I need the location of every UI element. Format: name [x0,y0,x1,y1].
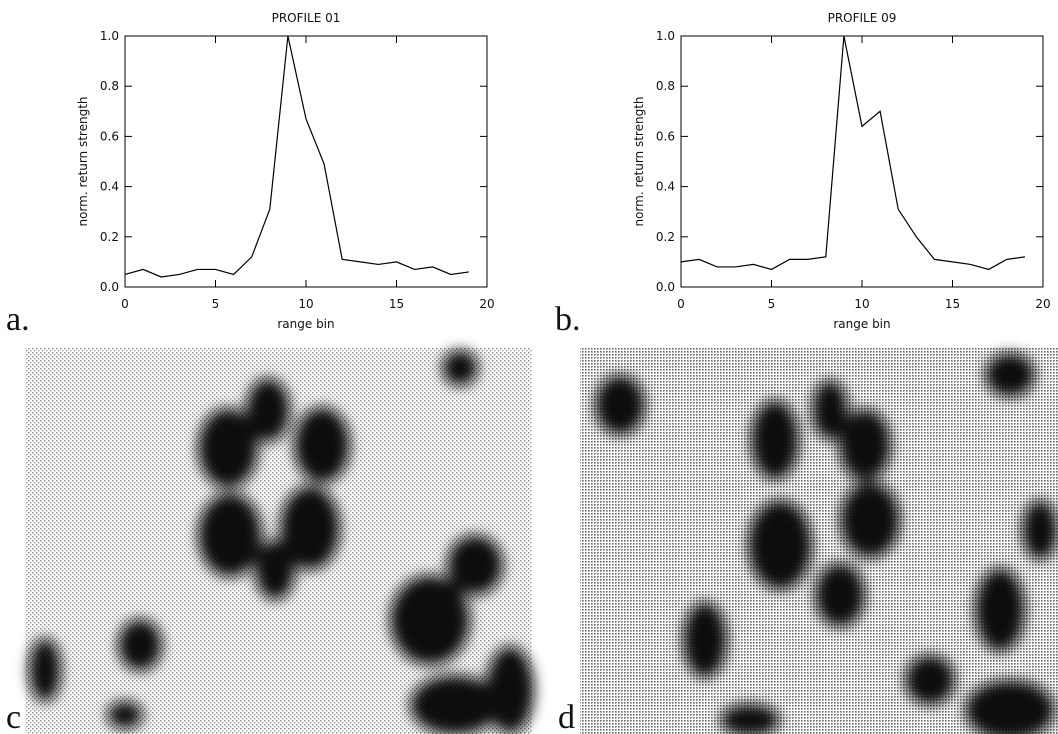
x-tick-label: 20 [479,297,494,311]
panel-label: a. [6,301,30,338]
y-axis-label: norm. return strength [76,96,90,226]
y-tick-label: 1.0 [100,29,119,43]
chart-title: PROFILE 01 [272,11,341,25]
x-tick-label: 0 [121,297,129,311]
x-axis-label: range bin [277,317,334,331]
y-tick-label: 0.6 [100,129,119,143]
line [124,35,469,278]
y-axis-label: norm. return strength [632,96,646,226]
x-tick-label: 15 [389,297,404,311]
y-tick-label: 0.8 [100,79,119,93]
y-tick-label: 0.0 [100,280,119,294]
panel-label: c [6,699,21,734]
y-tick-label: 0.2 [100,230,119,244]
x-tick-label: 5 [212,297,220,311]
y-tick-label: 0.6 [656,129,675,143]
y-tick-label: 0.8 [656,79,675,93]
panel-label: b. [555,301,581,338]
y-tick-label: 0.4 [656,180,675,194]
x-tick-label: 10 [298,297,313,311]
y-tick-label: 0.4 [100,180,119,194]
image-d [580,348,1058,734]
panel-label: d [558,699,575,734]
y-tick-label: 0.0 [656,280,675,294]
x-tick-label: 5 [768,297,776,311]
image-c [25,348,534,734]
chart-title: PROFILE 09 [828,11,897,25]
x-tick-label: 0 [677,297,685,311]
plot-frame [680,35,1044,288]
y-tick-label: 0.2 [656,230,675,244]
x-tick-label: 10 [854,297,869,311]
plot-frame [124,35,488,288]
x-axis-label: range bin [833,317,890,331]
x-tick-label: 15 [945,297,960,311]
line [680,35,1025,271]
x-tick-label: 20 [1035,297,1050,311]
y-tick-label: 1.0 [656,29,675,43]
